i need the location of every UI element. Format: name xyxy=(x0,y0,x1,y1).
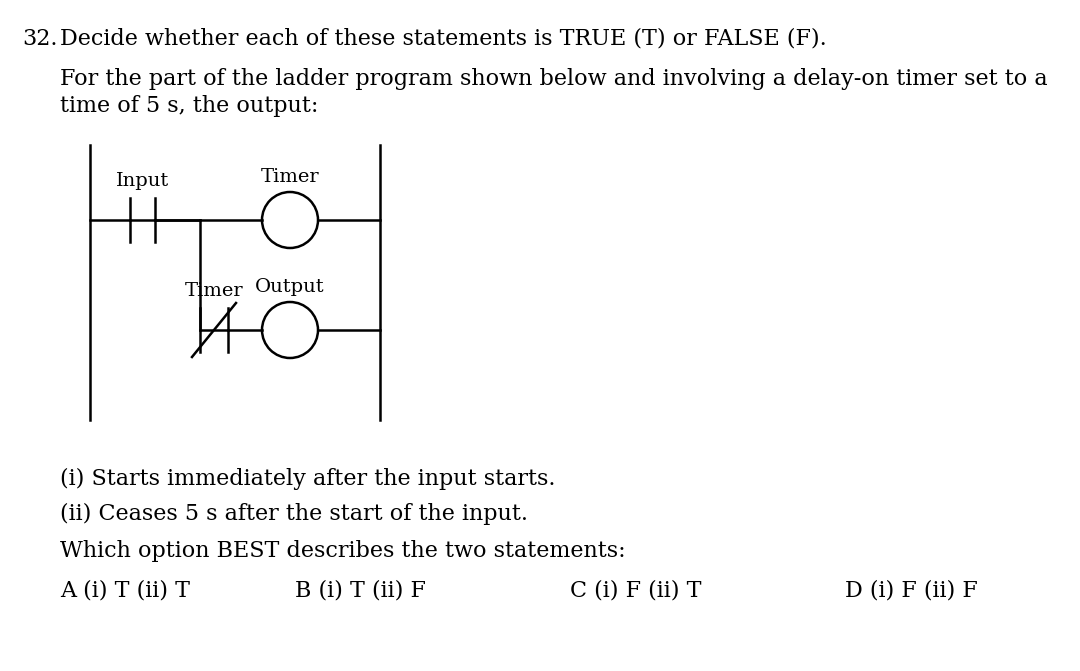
Text: time of 5 s, the output:: time of 5 s, the output: xyxy=(60,95,319,117)
Text: C (i) F (ii) T: C (i) F (ii) T xyxy=(570,580,702,602)
Text: 32.: 32. xyxy=(22,28,57,50)
Text: Which option BEST describes the two statements:: Which option BEST describes the two stat… xyxy=(60,540,625,562)
Text: Timer: Timer xyxy=(185,282,243,300)
Text: (ii) Ceases 5 s after the start of the input.: (ii) Ceases 5 s after the start of the i… xyxy=(60,503,528,525)
Text: D (i) F (ii) F: D (i) F (ii) F xyxy=(845,580,977,602)
Text: (i) Starts immediately after the input starts.: (i) Starts immediately after the input s… xyxy=(60,468,555,490)
Text: Output: Output xyxy=(255,278,325,296)
Text: Timer: Timer xyxy=(260,168,320,186)
Text: B (i) T (ii) F: B (i) T (ii) F xyxy=(295,580,426,602)
Text: Decide whether each of these statements is TRUE (T) or FALSE (F).: Decide whether each of these statements … xyxy=(60,28,827,50)
Text: Input: Input xyxy=(116,172,170,190)
Text: For the part of the ladder program shown below and involving a delay-on timer se: For the part of the ladder program shown… xyxy=(60,68,1048,90)
Text: A (i) T (ii) T: A (i) T (ii) T xyxy=(60,580,190,602)
